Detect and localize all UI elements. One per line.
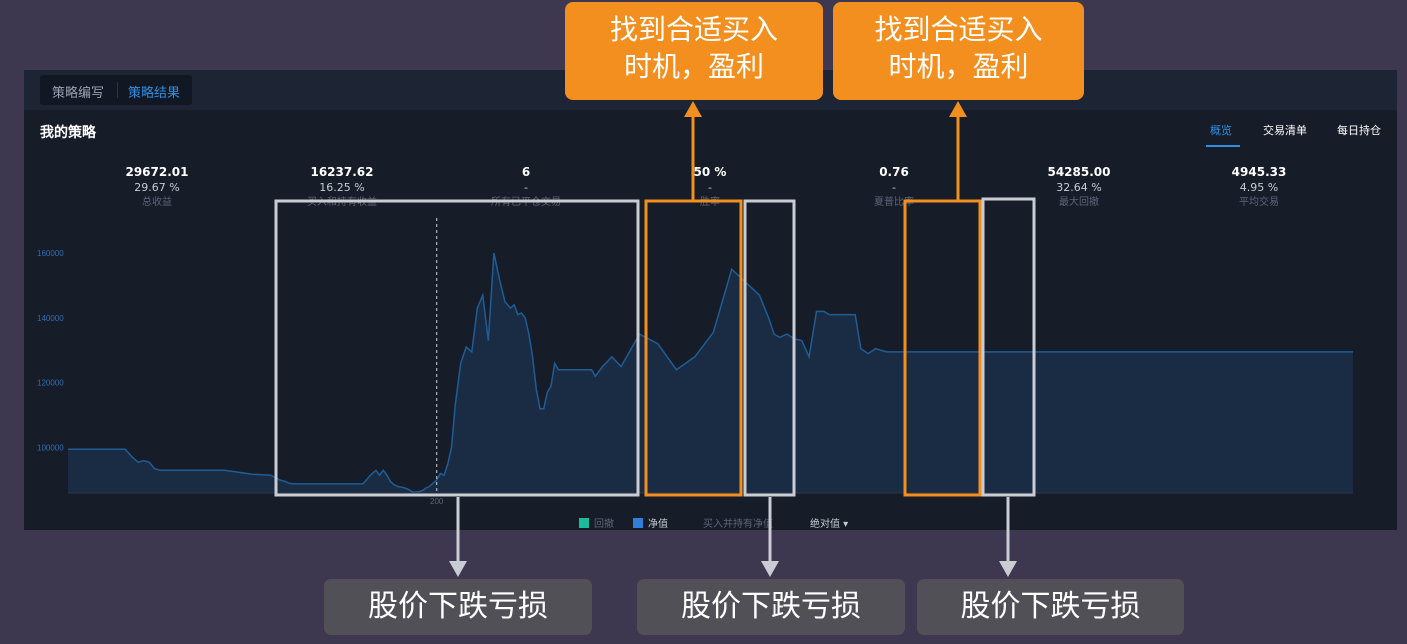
callout-text: 找到合适买入 时机，盈利: [874, 13, 1043, 83]
stat-value: 50 %: [693, 165, 727, 179]
legend-label: 回撤: [594, 519, 614, 530]
loss-arrow-head: [449, 561, 467, 577]
stat-percent: 16.25 %: [319, 181, 365, 194]
y-tick-label: 100000: [37, 444, 64, 453]
legend-equity[interactable]: 净值: [633, 515, 668, 530]
callout-profit-2: 找到合适买入 时机，盈利: [833, 2, 1084, 100]
equity-line: [68, 252, 1353, 493]
loss-region-box: [274, 199, 640, 497]
legend-drawdown[interactable]: 回撤: [579, 515, 614, 530]
profit-arrow-head: [684, 101, 702, 117]
stat-percent: -: [892, 181, 896, 194]
stat-avg-trade: 4945.33 4.95 % 平均交易: [1169, 164, 1349, 210]
equity-area: [68, 253, 1353, 493]
active-tab-underline: [1206, 145, 1240, 147]
legend-buy-hold[interactable]: 买入并持有净值: [703, 515, 773, 530]
stat-value: 54285.00: [1047, 165, 1111, 179]
stat-percent: -: [708, 181, 712, 194]
loss-region-box: [743, 199, 796, 497]
editor-tab-group: 策略编写 策略结果: [40, 75, 192, 105]
stat-sharpe: 0.76 - 夏普比率: [804, 164, 984, 210]
loss-region-box: [981, 197, 1036, 497]
stat-value: 6: [521, 165, 531, 179]
loss-arrow-head: [999, 561, 1017, 577]
tab-divider: [117, 82, 118, 98]
tab-strategy-edit[interactable]: 策略编写: [52, 86, 105, 101]
legend-label: 买入并持有净值: [703, 519, 773, 530]
stat-label: 平均交易: [1239, 197, 1279, 208]
page-title: 我的策略: [40, 125, 96, 141]
stat-value: 16237.62: [310, 165, 374, 179]
loss-label-2: 股价下跌亏损: [637, 579, 905, 635]
stat-value: 0.76: [879, 165, 909, 179]
loss-label-3: 股价下跌亏损: [917, 579, 1184, 635]
legend-swatch: [579, 518, 589, 528]
loss-arrow-head: [761, 561, 779, 577]
legend-label: 净值: [648, 519, 668, 530]
legend-swatch: [633, 518, 643, 528]
stat-percent: 29.67 %: [134, 181, 180, 194]
x-tick-label: 200: [430, 497, 444, 506]
stat-percent: 4.95 %: [1239, 181, 1279, 194]
stat-value: 29672.01: [125, 165, 189, 179]
stat-percent: 32.64 %: [1056, 181, 1102, 194]
profit-region-box: [903, 199, 982, 497]
value-mode-dropdown[interactable]: 绝对值 ▾: [810, 519, 849, 530]
y-tick-label: 120000: [37, 379, 64, 388]
stat-label: 总收益: [142, 197, 172, 208]
stat-total-return: 29672.01 29.67 % 总收益: [67, 164, 247, 210]
tab-daily-positions[interactable]: 每日持仓: [1337, 124, 1381, 137]
tab-overview[interactable]: 概览: [1210, 124, 1232, 137]
tab-trade-list[interactable]: 交易清单: [1263, 124, 1307, 137]
stat-value: 4945.33: [1231, 165, 1287, 179]
loss-label-1: 股价下跌亏损: [324, 579, 592, 635]
y-tick-label: 160000: [37, 249, 64, 258]
stat-label: 夏普比率: [874, 197, 914, 208]
callout-profit-1: 找到合适买入 时机，盈利: [565, 2, 823, 100]
stat-percent: -: [524, 181, 528, 194]
y-tick-label: 140000: [37, 314, 64, 323]
stat-max-drawdown: 54285.00 32.64 % 最大回撤: [989, 164, 1169, 210]
tab-strategy-result[interactable]: 策略结果: [128, 86, 181, 101]
profit-arrow-head: [949, 101, 967, 117]
stat-label: 最大回撤: [1059, 197, 1099, 208]
callout-text: 找到合适买入 时机，盈利: [609, 13, 778, 83]
